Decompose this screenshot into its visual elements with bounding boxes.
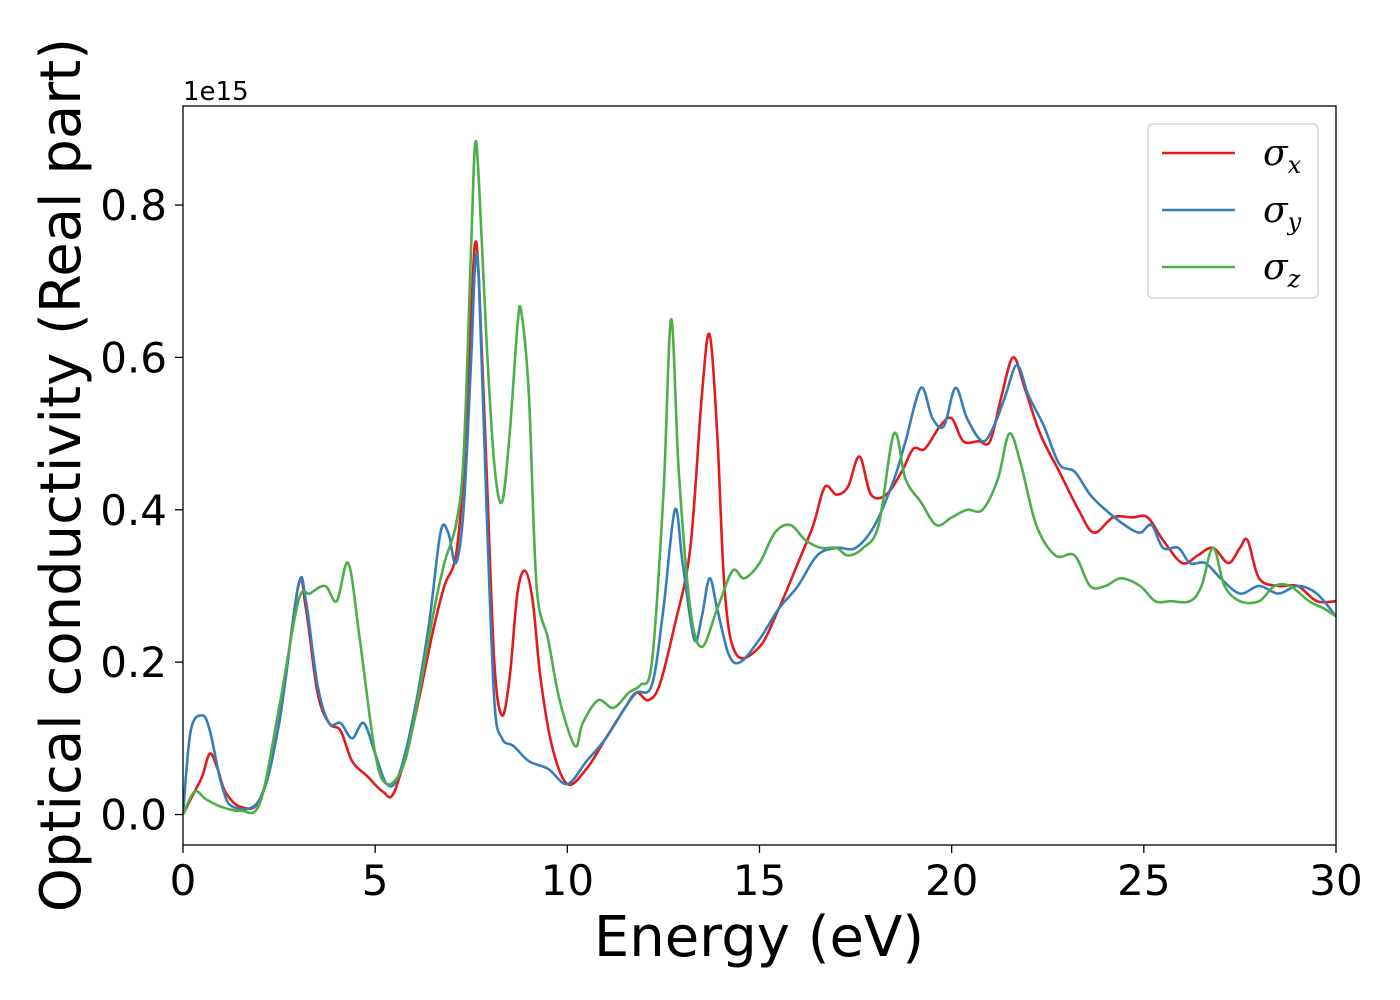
y-axis-title: Optical conductivity (Real part) bbox=[29, 38, 94, 912]
series-line-x bbox=[183, 240, 1336, 816]
legend-label-y: σy bbox=[1263, 190, 1302, 236]
x-tick-label: 10 bbox=[541, 856, 594, 905]
x-tick-label: 25 bbox=[1117, 856, 1170, 905]
y-tick-label: 0.4 bbox=[100, 486, 167, 535]
y-tick-label: 0.6 bbox=[100, 333, 167, 382]
x-axis-title: Energy (eV) bbox=[594, 905, 924, 970]
series-line-y bbox=[183, 252, 1336, 815]
x-tick-label: 5 bbox=[362, 856, 389, 905]
x-tick-label: 15 bbox=[733, 856, 786, 905]
series-line-z bbox=[183, 139, 1336, 816]
y-tick-label: 0.8 bbox=[100, 181, 167, 230]
legend-label-z: σz bbox=[1263, 247, 1301, 293]
legend-label-x: σx bbox=[1263, 133, 1302, 179]
x-axis: 0 5 10 15 20 25 30 bbox=[170, 845, 1363, 905]
plot-lines bbox=[183, 139, 1336, 816]
y-tick-label: 0.2 bbox=[100, 638, 167, 687]
y-tick-label: 0.0 bbox=[100, 791, 167, 840]
legend: σx σy σz bbox=[1147, 123, 1319, 299]
y-offset-label: 1e15 bbox=[183, 77, 249, 107]
x-tick-label: 30 bbox=[1309, 856, 1362, 905]
y-axis: 0.0 0.2 0.4 0.6 0.8 bbox=[100, 181, 183, 840]
x-tick-label: 20 bbox=[925, 856, 978, 905]
x-tick-label: 0 bbox=[170, 856, 197, 905]
